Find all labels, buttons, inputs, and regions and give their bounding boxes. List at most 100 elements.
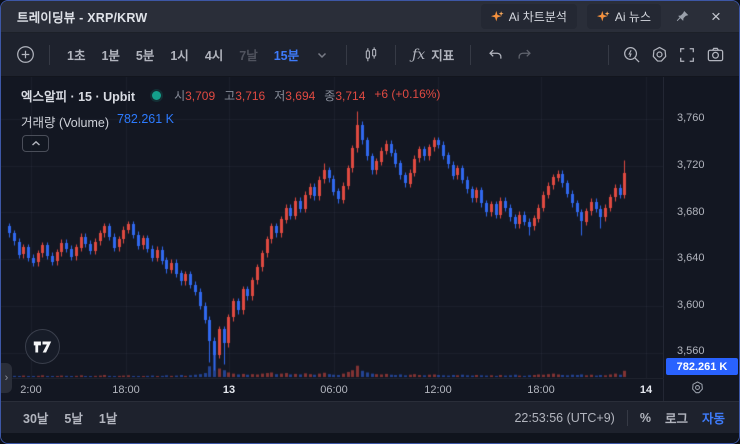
toolbar-divider	[346, 44, 348, 65]
high-value: 3,716	[235, 89, 266, 103]
price-axis-label: 3,600	[677, 299, 705, 311]
time-axis-label: 13	[222, 384, 236, 396]
chart-legend: 엑스알피 · 15 · Upbit 시3,709 고3,716 저3,694 종…	[21, 86, 440, 105]
pin-icon	[676, 11, 688, 22]
clock-display[interactable]: 22:53:56 (UTC+9)	[514, 410, 615, 425]
close-icon: ×	[711, 7, 721, 26]
chart-type-button[interactable]	[357, 41, 385, 69]
chart-pane: 엑스알피 · 15 · Upbit 시3,709 고3,716 저3,694 종…	[1, 77, 739, 401]
redo-button[interactable]	[511, 41, 539, 69]
redo-icon	[518, 49, 532, 59]
fx-icon: ƒx	[412, 46, 426, 63]
price-axis-label: 3,640	[677, 252, 705, 264]
candlestick-canvas[interactable]	[1, 77, 664, 378]
time-axis-label: 2:00	[20, 384, 42, 396]
timeframe-button[interactable]: 1초	[67, 49, 86, 63]
plus-circle-icon	[16, 46, 34, 63]
indicators-label: 지표	[431, 49, 455, 63]
symbol-title[interactable]: 엑스알피 · 15 · Upbit	[21, 90, 136, 104]
toolbar-divider	[395, 44, 397, 65]
timeframe-button[interactable]: 1분	[101, 49, 120, 63]
time-axis-label: 12:00	[424, 384, 452, 396]
timeframe-button[interactable]: 1시	[170, 49, 189, 63]
toolbar-divider	[470, 44, 472, 65]
time-axis[interactable]: 2:00 18:00 13 06:00 12:00 18:00 14	[1, 378, 664, 401]
low-label: 저	[274, 89, 286, 103]
snapshot-button[interactable]	[701, 41, 729, 69]
market-status-icon	[152, 91, 162, 100]
chevron-down-icon	[318, 52, 327, 58]
tradingview-logo[interactable]	[25, 329, 60, 364]
auto-scale-button[interactable]: 자동	[701, 412, 725, 426]
ai-news-button[interactable]: Ai 뉴스	[586, 4, 661, 29]
timeframe-dropdown-button[interactable]	[308, 41, 336, 69]
gear-icon	[692, 381, 703, 394]
low-value: 3,694	[285, 89, 316, 103]
volume-value: 782.261 K	[117, 112, 174, 126]
close-button[interactable]: ×	[703, 6, 729, 28]
ai-chart-analysis-button[interactable]: Ai 차트분석	[480, 4, 577, 29]
timeframe-button[interactable]: 7날	[239, 49, 258, 63]
price-axis-label: 3,720	[677, 159, 705, 171]
undo-icon	[489, 49, 502, 59]
toolbar-divider	[49, 44, 50, 65]
log-scale-button[interactable]: 로그	[664, 412, 688, 426]
undo-button[interactable]	[481, 41, 509, 69]
panel-collapse-handle[interactable]: ›	[1, 363, 12, 393]
timeframe-button[interactable]: 5분	[135, 49, 155, 63]
ai-chart-analysis-label: Ai 차트분석	[508, 10, 567, 24]
ohlc-values: 시3,709 고3,716 저3,694 종3,714 +6 (+0.16%)	[174, 87, 440, 104]
chart-toolbar: 1초 1분 5분 1시 4시 7날 15분 ƒx 지표	[1, 33, 739, 77]
window-title: 트레이딩뷰 - XRP/KRW	[17, 11, 148, 25]
legend-collapse-button[interactable]	[22, 135, 49, 152]
chevron-right-icon: ›	[4, 372, 9, 384]
range-button[interactable]: 30날	[23, 412, 49, 426]
ai-news-label: Ai 뉴스	[614, 10, 651, 24]
price-axis[interactable]: 3,760 3,720 3,680 3,640 3,600 3,560 782.…	[663, 77, 739, 401]
axis-settings-button[interactable]	[690, 380, 705, 400]
close-value: 3,714	[335, 89, 366, 103]
gear-icon	[652, 46, 666, 62]
toolbar-right-icons	[600, 41, 729, 69]
high-label: 고	[224, 89, 236, 103]
add-symbol-button[interactable]	[11, 41, 39, 69]
window-bottom-strip	[1, 433, 739, 443]
range-button[interactable]: 1날	[98, 412, 118, 426]
bottombar-divider	[626, 409, 628, 426]
volume-legend: 거래량 (Volume) 782.261 K	[21, 112, 174, 131]
fullscreen-button[interactable]	[673, 41, 701, 69]
indicators-button[interactable]: ƒx 지표	[406, 41, 460, 68]
camera-icon	[707, 47, 723, 62]
pin-button[interactable]	[669, 6, 695, 28]
settings-button[interactable]	[645, 41, 673, 69]
range-button[interactable]: 5날	[64, 412, 83, 426]
timeframe-button[interactable]: 4시	[204, 49, 224, 63]
price-axis-label: 3,560	[677, 345, 705, 357]
time-axis-label: 06:00	[320, 384, 348, 396]
time-axis-label: 14	[639, 384, 653, 396]
time-axis-label: 18:00	[527, 384, 555, 396]
percent-scale-button[interactable]: %	[639, 410, 651, 425]
timeframe-button-active[interactable]: 15분	[273, 49, 300, 63]
bottom-toolbar: 30날 5날 1날 22:53:56 (UTC+9) % 로그 자동	[1, 401, 739, 433]
close-label: 종	[324, 89, 336, 103]
quick-action-button[interactable]	[617, 41, 645, 69]
fullscreen-icon	[680, 47, 694, 62]
volume-axis-badge: 782.261 K	[666, 358, 738, 375]
flash-search-icon	[623, 47, 640, 63]
title-bar: 트레이딩뷰 - XRP/KRW Ai 차트분석 Ai 뉴스 ×	[1, 1, 739, 33]
candlestick-icon	[365, 46, 377, 61]
change-value: +6 (+0.16%)	[374, 87, 441, 101]
tradingview-logo-icon	[33, 340, 52, 353]
time-axis-label: 18:00	[112, 384, 140, 396]
price-axis-label: 3,760	[677, 112, 705, 124]
toolbar-divider	[608, 44, 609, 65]
sparkle-icon	[596, 10, 610, 22]
sparkle-icon	[490, 10, 504, 22]
volume-label[interactable]: 거래량 (Volume)	[21, 116, 109, 130]
price-axis-label: 3,680	[677, 206, 705, 218]
chevron-up-icon	[31, 140, 40, 146]
open-value: 3,709	[185, 89, 216, 103]
open-label: 시	[174, 89, 186, 103]
